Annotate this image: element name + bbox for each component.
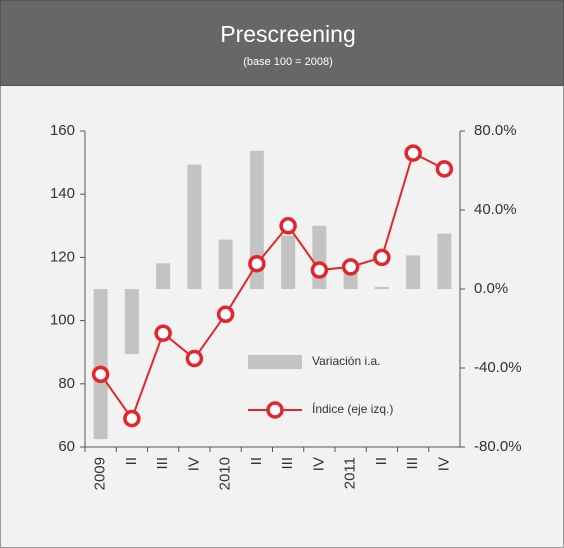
line-marker (185, 349, 204, 368)
y2-tick-label: -40.0% (474, 359, 522, 376)
y-tick-label: 80 (58, 375, 75, 392)
x-tick-label: IV (185, 457, 202, 471)
y-tick-label: 100 (50, 312, 75, 329)
bar (249, 150, 264, 289)
x-tick-label: II (123, 457, 140, 465)
y2-tick-label: -80.0% (474, 438, 522, 455)
y-tick-label: 140 (50, 185, 75, 202)
legend-swatch (248, 355, 302, 369)
y-tick-label: 160 (50, 122, 75, 139)
x-tick-label: 2010 (217, 457, 234, 490)
y2-tick-label: 40.0% (474, 201, 517, 218)
x-tick-label: 2009 (92, 457, 109, 490)
header (0, 0, 564, 86)
x-tick-label: III (154, 457, 171, 470)
legend-swatch (266, 401, 284, 419)
line-marker (310, 261, 329, 279)
chart-subtitle: (base 100 = 2008) (243, 56, 333, 68)
line (99, 151, 445, 421)
line-marker (279, 217, 297, 235)
bar (281, 235, 296, 289)
line-marker (216, 305, 235, 324)
bar (156, 263, 171, 289)
x-tick-label: 2011 (342, 457, 359, 489)
x-tick-label: II (373, 457, 390, 465)
chart-title: Prescreening (220, 21, 356, 47)
line-marker (341, 258, 360, 276)
line-marker (373, 248, 391, 267)
x-tick-label: IV (310, 457, 327, 471)
line-marker (154, 324, 172, 342)
x-tick-label: II (248, 457, 265, 465)
y-tick-label: 120 (50, 248, 75, 265)
line-marker (435, 160, 454, 178)
bar (406, 255, 421, 289)
bar (218, 239, 233, 289)
line-marker (123, 409, 141, 428)
bar (374, 287, 389, 289)
y2-tick-label: 0.0% (474, 280, 508, 297)
line-marker (248, 254, 266, 273)
line-marker (91, 365, 110, 384)
bar (343, 273, 358, 289)
x-tick-label: III (404, 457, 421, 470)
x-tick-label: IV (435, 457, 452, 471)
bar (312, 225, 327, 289)
bar (187, 164, 202, 289)
x-tick-label: III (279, 457, 296, 470)
legend-label: Índice (eje izq.) (312, 401, 393, 416)
y2-tick-label: 80.0% (474, 122, 517, 139)
line-marker (404, 144, 422, 162)
bar (437, 233, 452, 289)
bar (124, 289, 139, 355)
legend-label: Variación i.a. (312, 354, 380, 368)
bar (93, 289, 108, 440)
y-tick-label: 60 (58, 438, 75, 455)
